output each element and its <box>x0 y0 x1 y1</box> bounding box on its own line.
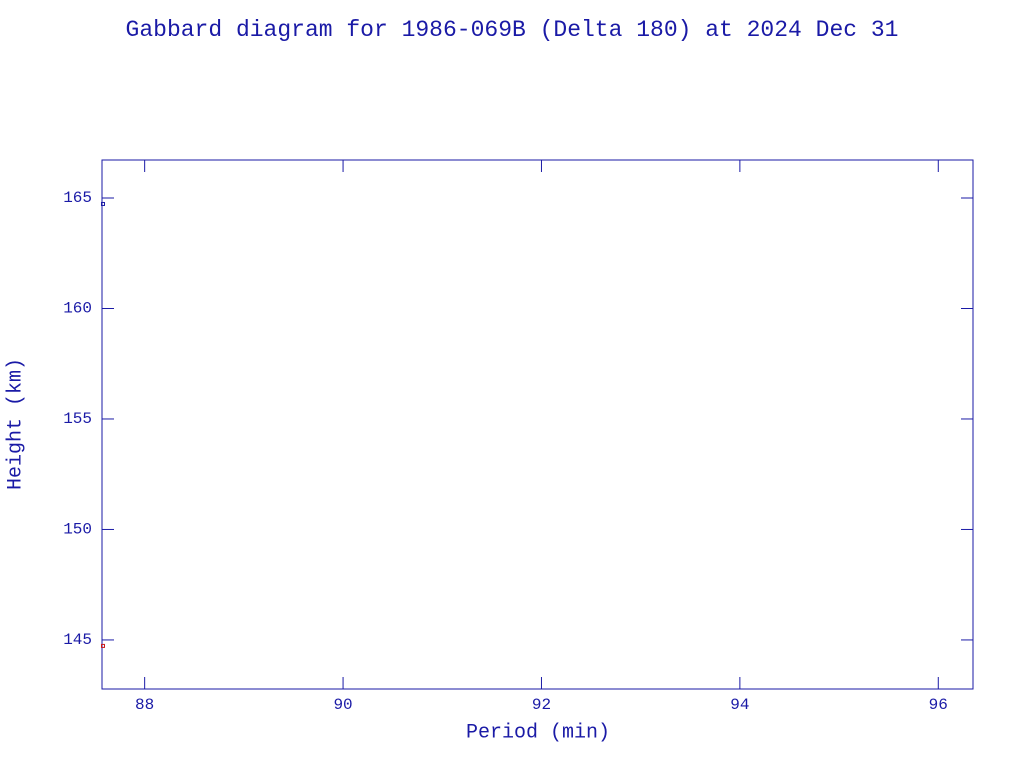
y-tick-label: 165 <box>63 189 92 207</box>
y-axis-label: Height (km) <box>4 358 27 490</box>
point <box>100 643 105 648</box>
plot-frame <box>101 159 974 690</box>
x-tick-label: 92 <box>532 696 551 714</box>
y-tick-label: 145 <box>63 631 92 649</box>
y-tick-label: 150 <box>63 521 92 539</box>
y-tick-label: 155 <box>63 410 92 428</box>
y-tick-label: 160 <box>63 300 92 318</box>
x-tick-label: 88 <box>135 696 154 714</box>
x-axis-label: Period (min) <box>466 721 610 744</box>
x-tick-label: 94 <box>730 696 749 714</box>
point <box>100 201 105 206</box>
chart-title: Gabbard diagram for 1986-069B (Delta 180… <box>126 17 899 43</box>
x-tick-label: 90 <box>333 696 352 714</box>
x-tick-label: 96 <box>929 696 948 714</box>
